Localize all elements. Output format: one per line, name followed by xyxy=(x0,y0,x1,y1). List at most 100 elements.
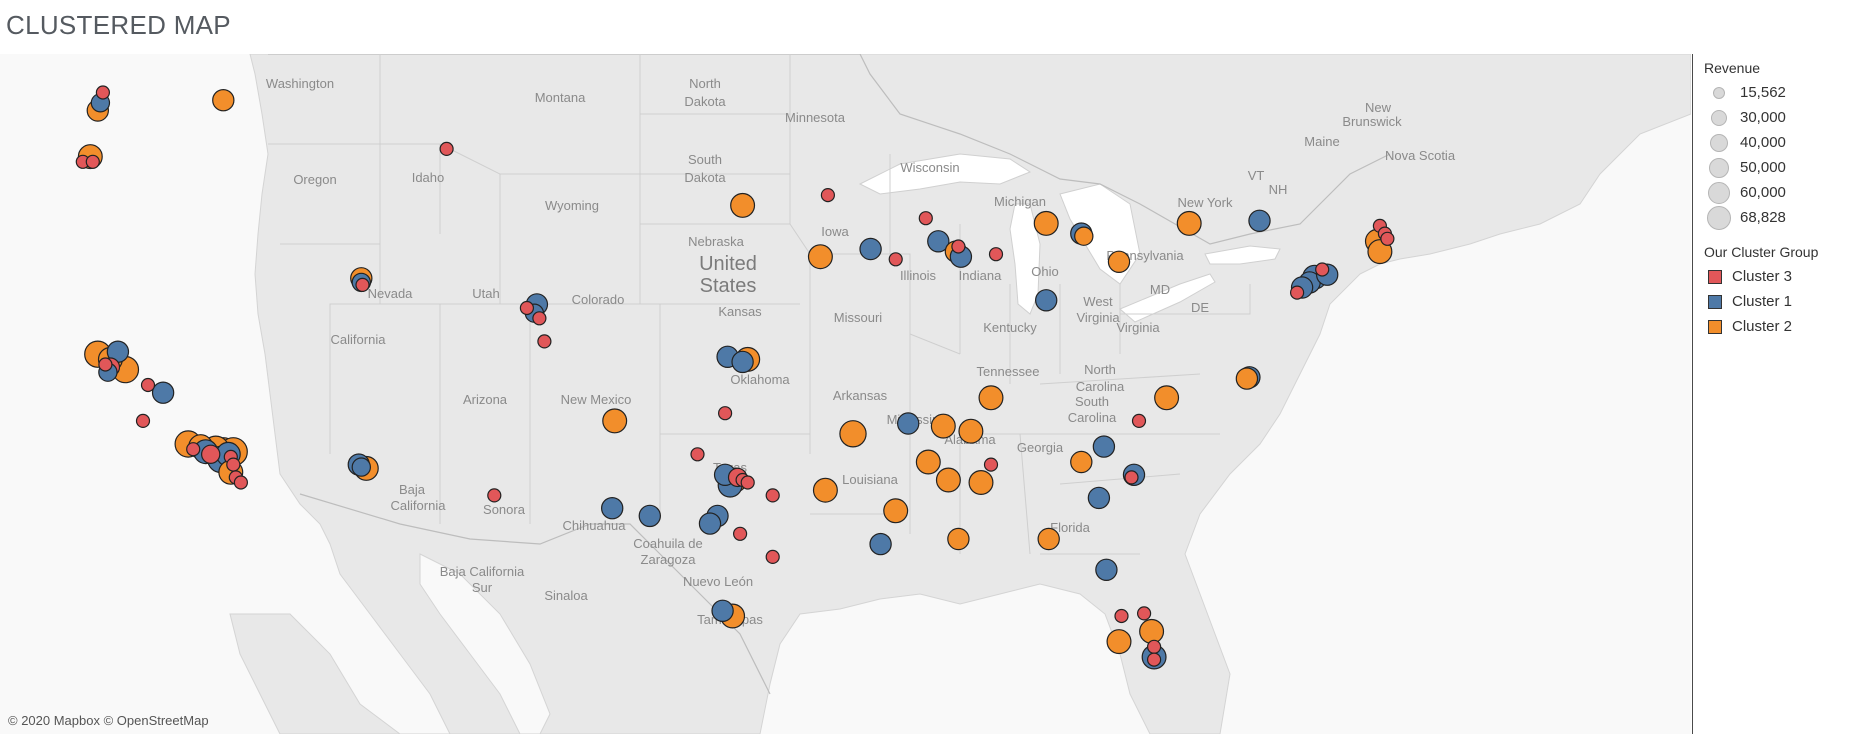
map-label: Nevada xyxy=(368,286,414,301)
revenue-size-label: 68,828 xyxy=(1740,209,1786,226)
cluster-legend-item[interactable]: Cluster 1 xyxy=(1704,289,1864,314)
revenue-point-cluster-3[interactable] xyxy=(918,211,933,226)
revenue-point-cluster-3[interactable] xyxy=(765,549,780,564)
revenue-point-cluster-3[interactable] xyxy=(988,247,1004,262)
revenue-point-cluster-3[interactable] xyxy=(200,444,221,464)
revenue-point-cluster-2[interactable] xyxy=(1107,250,1131,273)
revenue-point-cluster-2[interactable] xyxy=(1154,385,1180,411)
revenue-point-cluster-2[interactable] xyxy=(1033,210,1059,236)
revenue-point-cluster-3[interactable] xyxy=(95,85,111,100)
revenue-point-cluster-2[interactable] xyxy=(915,449,941,475)
revenue-point-cluster-1[interactable] xyxy=(869,532,892,556)
map-attribution[interactable]: © 2020 Mapbox © OpenStreetMap xyxy=(8,713,209,728)
revenue-point-cluster-3[interactable] xyxy=(1131,413,1147,428)
cluster-legend-item[interactable]: Cluster 2 xyxy=(1704,314,1864,339)
revenue-point-cluster-1[interactable] xyxy=(1248,209,1271,232)
revenue-point-cluster-2[interactable] xyxy=(212,88,235,112)
revenue-point-cluster-3[interactable] xyxy=(765,488,780,503)
revenue-point-cluster-2[interactable] xyxy=(807,244,833,270)
revenue-size-item[interactable]: 30,000 xyxy=(1704,105,1864,130)
revenue-point-cluster-3[interactable] xyxy=(98,357,113,372)
revenue-point-cluster-2[interactable] xyxy=(730,192,756,218)
revenue-point-cluster-3[interactable] xyxy=(983,457,999,472)
revenue-point-cluster-3[interactable] xyxy=(537,334,552,349)
revenue-size-item[interactable]: 60,000 xyxy=(1704,180,1864,205)
revenue-point-cluster-1[interactable] xyxy=(1092,435,1116,458)
cluster-legend-item[interactable]: Cluster 3 xyxy=(1704,264,1864,289)
revenue-point-cluster-2[interactable] xyxy=(1070,450,1093,474)
map-label: California xyxy=(331,332,387,347)
revenue-point-cluster-3[interactable] xyxy=(1136,606,1152,621)
revenue-point-cluster-3[interactable] xyxy=(690,447,705,462)
revenue-point-cluster-3[interactable] xyxy=(820,188,836,203)
revenue-point-cluster-2[interactable] xyxy=(812,477,838,503)
revenue-point-cluster-3[interactable] xyxy=(1146,652,1162,667)
revenue-point-cluster-1[interactable] xyxy=(698,512,722,535)
revenue-point-cluster-2[interactable] xyxy=(958,418,984,444)
revenue-point-cluster-1[interactable] xyxy=(601,497,624,520)
revenue-point-cluster-2[interactable] xyxy=(1176,210,1202,236)
revenue-point-cluster-3[interactable] xyxy=(233,475,248,490)
revenue-point-cluster-3[interactable] xyxy=(487,488,502,503)
revenue-point-cluster-3[interactable] xyxy=(135,413,151,428)
revenue-size-circle-icon xyxy=(1708,181,1730,204)
revenue-point-cluster-1[interactable] xyxy=(859,237,882,261)
revenue-point-cluster-3[interactable] xyxy=(888,252,903,267)
revenue-point-cluster-2[interactable] xyxy=(1139,618,1165,644)
revenue-point-cluster-1[interactable] xyxy=(711,599,734,623)
revenue-point-cluster-3[interactable] xyxy=(951,239,966,254)
revenue-point-cluster-3[interactable] xyxy=(85,154,100,169)
revenue-point-cluster-2[interactable] xyxy=(947,527,970,551)
revenue-point-cluster-1[interactable] xyxy=(1095,558,1118,581)
revenue-point-cluster-3[interactable] xyxy=(519,300,535,316)
revenue-point-cluster-1[interactable] xyxy=(1034,289,1058,312)
revenue-point-cluster-2[interactable] xyxy=(839,420,867,448)
revenue-size-circle-icon xyxy=(1710,133,1728,152)
revenue-point-cluster-3[interactable] xyxy=(532,311,547,326)
revenue-size-item[interactable]: 68,828 xyxy=(1704,205,1864,230)
revenue-point-cluster-2[interactable] xyxy=(1037,527,1060,551)
revenue-point-cluster-3[interactable] xyxy=(1124,470,1139,485)
revenue-point-cluster-3[interactable] xyxy=(740,475,755,490)
revenue-point-cluster-3[interactable] xyxy=(1315,262,1330,277)
revenue-size-item[interactable]: 40,000 xyxy=(1704,130,1864,155)
revenue-point-cluster-3[interactable] xyxy=(1289,285,1305,300)
cluster-color-swatch-icon xyxy=(1708,319,1722,334)
revenue-point-cluster-3[interactable] xyxy=(140,377,156,393)
revenue-point-cluster-2[interactable] xyxy=(1074,226,1094,246)
revenue-point-cluster-3[interactable] xyxy=(439,141,454,157)
revenue-point-cluster-3[interactable] xyxy=(732,526,748,541)
revenue-point-cluster-2[interactable] xyxy=(1235,367,1259,390)
revenue-point-cluster-2[interactable] xyxy=(1106,629,1132,655)
revenue-point-cluster-3[interactable] xyxy=(717,406,733,421)
revenue-size-swatch-holder xyxy=(1704,109,1734,126)
revenue-size-item[interactable]: 50,000 xyxy=(1704,155,1864,180)
revenue-point-cluster-2[interactable] xyxy=(935,467,961,493)
map-label: New York xyxy=(1178,195,1233,210)
revenue-point-cluster-3[interactable] xyxy=(186,442,201,457)
revenue-point-cluster-2[interactable] xyxy=(978,385,1004,411)
revenue-size-item[interactable]: 15,562 xyxy=(1704,80,1864,105)
map-label: Virginia xyxy=(1116,320,1160,335)
clustered-map[interactable]: Washington Montana North Dakota Minnesota Ore… xyxy=(0,54,1691,734)
revenue-point-cluster-1[interactable] xyxy=(731,350,754,374)
revenue-point-cluster-1[interactable] xyxy=(1087,486,1111,510)
revenue-size-label: 60,000 xyxy=(1740,184,1786,201)
revenue-point-cluster-1[interactable] xyxy=(927,230,950,253)
revenue-point-cluster-2[interactable] xyxy=(930,413,956,439)
revenue-point-cluster-3[interactable] xyxy=(1146,639,1162,654)
revenue-point-cluster-2[interactable] xyxy=(968,470,994,496)
revenue-point-cluster-3[interactable] xyxy=(1114,608,1129,624)
revenue-point-cluster-2[interactable] xyxy=(883,498,909,524)
revenue-point-cluster-1[interactable] xyxy=(638,504,662,528)
revenue-point-cluster-3[interactable] xyxy=(1380,231,1395,246)
revenue-point-cluster-1[interactable] xyxy=(897,412,920,435)
revenue-point-cluster-3[interactable] xyxy=(226,457,241,472)
map-label: DE xyxy=(1191,300,1209,315)
revenue-size-swatch-holder xyxy=(1704,205,1734,230)
revenue-point-cluster-3[interactable] xyxy=(355,277,370,292)
map-canvas[interactable]: Washington Montana North Dakota Minnesota Ore… xyxy=(0,54,1691,734)
revenue-point-cluster-2[interactable] xyxy=(602,408,628,434)
revenue-point-cluster-1[interactable] xyxy=(151,381,175,404)
revenue-point-cluster-1[interactable] xyxy=(351,457,371,477)
